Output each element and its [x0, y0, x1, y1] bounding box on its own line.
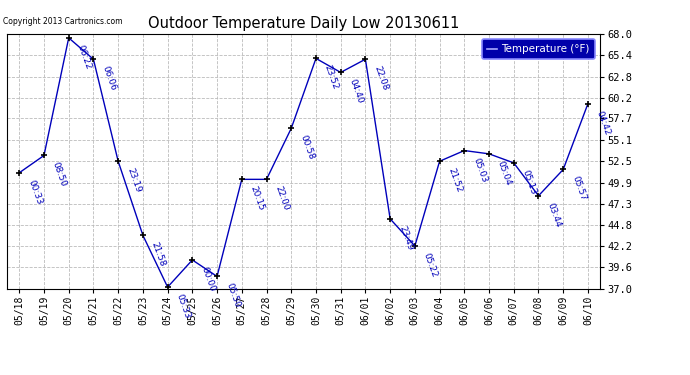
Text: 03:44: 03:44 — [545, 201, 562, 228]
Text: Copyright 2013 Cartronics.com: Copyright 2013 Cartronics.com — [3, 17, 123, 26]
Title: Outdoor Temperature Daily Low 20130611: Outdoor Temperature Daily Low 20130611 — [148, 16, 460, 31]
Text: 06:06: 06:06 — [100, 65, 118, 92]
Text: 23:49: 23:49 — [397, 224, 414, 252]
Text: 04:42: 04:42 — [595, 109, 612, 136]
Text: 05:22: 05:22 — [422, 252, 439, 279]
Text: 05:57: 05:57 — [570, 175, 587, 202]
Text: 05:04: 05:04 — [496, 159, 513, 187]
Text: 04:40: 04:40 — [348, 78, 365, 105]
Text: 05:33: 05:33 — [175, 292, 192, 320]
Text: 22:00: 22:00 — [273, 185, 290, 212]
Text: 22:08: 22:08 — [373, 65, 390, 92]
Text: 05:13: 05:13 — [521, 168, 538, 196]
Text: 05:03: 05:03 — [471, 156, 489, 183]
Text: 00:58: 00:58 — [298, 134, 315, 161]
Text: 00:33: 00:33 — [26, 178, 43, 206]
Text: 00:00: 00:00 — [199, 266, 217, 293]
Text: 06:22: 06:22 — [76, 44, 93, 70]
Text: 21:58: 21:58 — [150, 241, 167, 268]
Text: 20:15: 20:15 — [248, 185, 266, 212]
Legend: Temperature (°F): Temperature (°F) — [482, 39, 595, 59]
Text: 23:52: 23:52 — [323, 64, 340, 91]
Text: 05:50: 05:50 — [224, 282, 241, 309]
Text: 08:50: 08:50 — [51, 161, 68, 189]
Text: 23:19: 23:19 — [125, 167, 142, 194]
Text: 21:52: 21:52 — [446, 167, 464, 194]
